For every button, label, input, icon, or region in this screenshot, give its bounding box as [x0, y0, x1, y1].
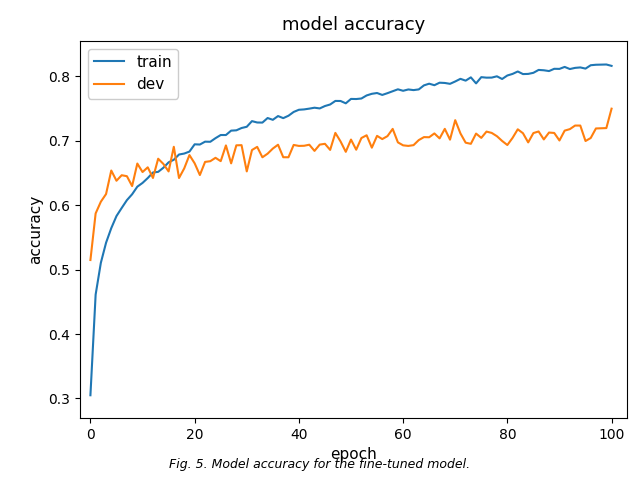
dev: [399, 142, 407, 148]
train: [451, 79, 459, 85]
dev: [608, 106, 616, 112]
train: [326, 101, 334, 107]
dev: [123, 173, 131, 179]
train: [608, 63, 616, 69]
Line: train: train: [90, 65, 612, 395]
dev: [326, 147, 334, 153]
Line: dev: dev: [90, 109, 612, 260]
Title: model accuracy: model accuracy: [282, 16, 425, 34]
train: [123, 197, 131, 203]
Legend: train, dev: train, dev: [88, 49, 179, 99]
train: [477, 74, 485, 80]
dev: [217, 158, 225, 164]
train: [86, 392, 94, 398]
Y-axis label: accuracy: accuracy: [28, 195, 43, 264]
train: [399, 88, 407, 94]
dev: [477, 135, 485, 141]
train: [602, 62, 610, 68]
dev: [86, 257, 94, 263]
Text: Fig. 5. Model accuracy for the fine-tuned model.: Fig. 5. Model accuracy for the fine-tune…: [170, 458, 470, 471]
dev: [451, 117, 459, 123]
X-axis label: epoch: epoch: [330, 447, 377, 462]
train: [217, 132, 225, 138]
